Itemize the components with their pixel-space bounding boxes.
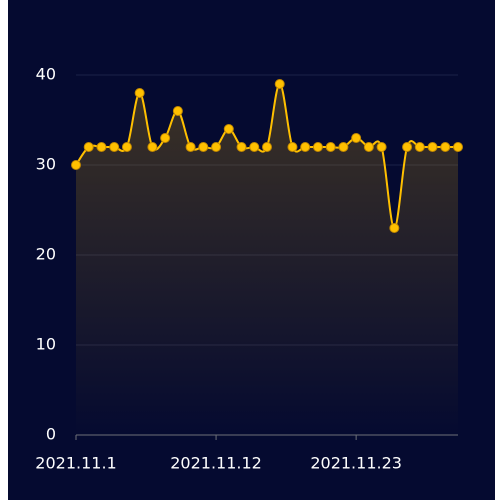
point — [338, 142, 349, 152]
point — [236, 142, 247, 152]
y-tick-label: 0 — [46, 425, 56, 444]
point — [274, 79, 285, 89]
point — [312, 142, 323, 152]
point — [440, 142, 451, 152]
point — [223, 124, 234, 134]
y-tick-label: 20 — [36, 245, 56, 264]
point — [71, 160, 81, 170]
area — [76, 84, 458, 435]
point — [160, 133, 171, 143]
point — [109, 142, 120, 152]
x-tick-label: 2021.11.12 — [170, 454, 262, 473]
point — [402, 142, 413, 152]
point — [96, 142, 107, 152]
point — [414, 142, 425, 152]
point — [83, 142, 94, 152]
point — [211, 142, 222, 152]
point — [300, 142, 311, 152]
point — [134, 88, 145, 98]
point — [121, 142, 132, 152]
point — [363, 142, 374, 152]
point — [198, 142, 209, 152]
point — [262, 142, 272, 152]
point — [427, 142, 438, 152]
point — [172, 106, 183, 116]
point — [185, 142, 196, 152]
point — [249, 142, 260, 152]
point — [325, 142, 336, 152]
x-tick-label: 2021.11.1 — [35, 454, 116, 473]
point — [287, 142, 298, 152]
y-tick-label: 40 — [36, 65, 56, 84]
point — [351, 133, 362, 143]
point — [147, 142, 158, 152]
point — [376, 142, 387, 152]
x-tick-label: 2021.11.23 — [310, 454, 402, 473]
y-tick-label: 10 — [36, 335, 56, 354]
y-tick-label: 30 — [36, 155, 56, 174]
point — [453, 142, 463, 152]
point — [389, 223, 400, 233]
